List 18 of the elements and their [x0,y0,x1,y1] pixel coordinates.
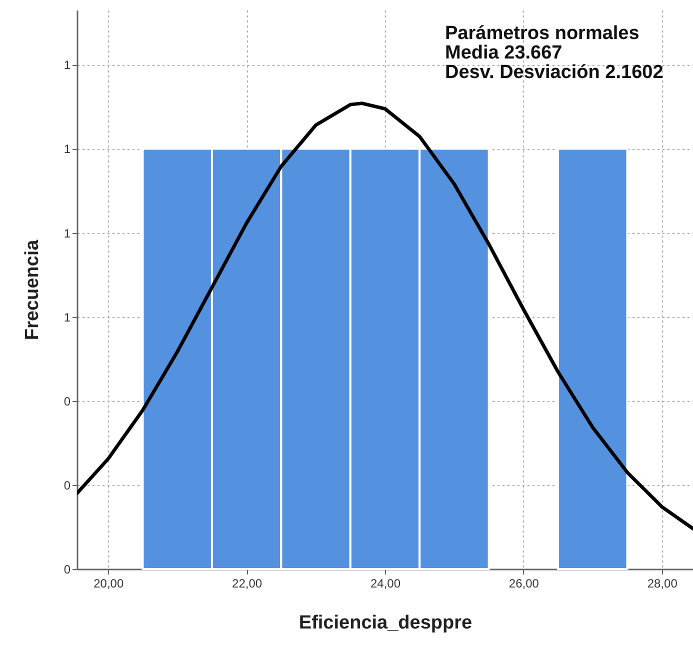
x-tick-label: 26,00 [508,576,540,590]
x-tick-label: 24,00 [370,576,401,590]
y-tick-label: 1 [64,142,71,156]
y-tick-label: 1 [64,226,71,240]
x-axis-title: Eficiencia_desppre [298,612,472,634]
x-tick-label: 28,00 [647,576,678,590]
y-tick-label: 0 [64,394,71,408]
y-axis-title: Frecuencia [22,239,43,340]
annotation: Desv. Desviación 2.1602 [445,62,664,83]
x-tick-label: 22,00 [232,576,262,590]
y-tick-label: 0 [64,478,71,492]
y-tick-label: 1 [64,58,71,72]
y-tick-label: 0 [64,562,71,576]
annotation: Parámetros normales [445,23,640,44]
y-tick-label: 1 [64,310,71,324]
line-series [77,102,693,530]
x-tick-label: 20,00 [94,576,124,590]
annotation: Media 23.667 [445,42,562,64]
